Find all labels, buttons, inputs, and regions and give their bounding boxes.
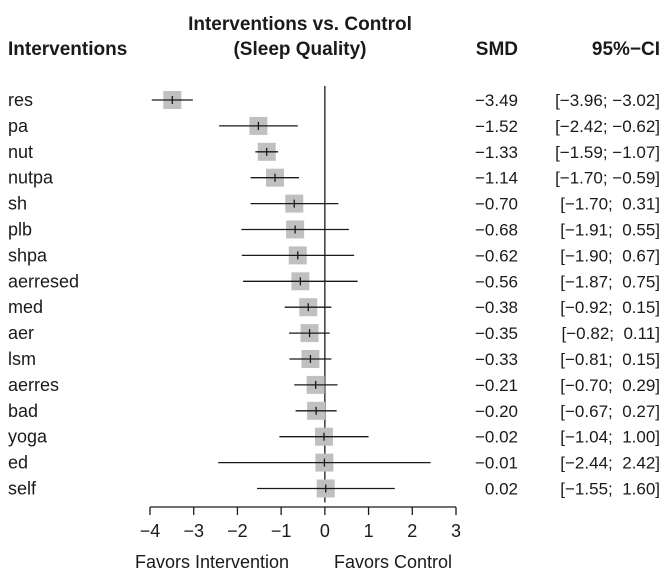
- ci-value: [−1.70; −0.59]: [555, 169, 660, 188]
- ci-value: [−2.44; 2.42]: [560, 454, 660, 473]
- ci-value: [−2.42; −0.62]: [555, 117, 660, 136]
- ci-value: [−0.67; 0.27]: [560, 402, 660, 421]
- forest-row: med −0.38 [−0.92; 0.15]: [8, 297, 660, 317]
- ci-value: [−1.87; 0.75]: [560, 272, 660, 291]
- ci-value: [−1.55; 1.60]: [560, 480, 660, 499]
- row-label: plb: [8, 220, 32, 240]
- forest-row: bad −0.20 [−0.67; 0.27]: [8, 401, 660, 421]
- forest-row: res −3.49 [−3.96; −3.02]: [8, 90, 660, 110]
- ci-value: [−1.04; 1.00]: [560, 428, 660, 447]
- forest-row: lsm −0.33 [−0.81; 0.15]: [8, 349, 660, 369]
- smd-value: −3.49: [475, 91, 518, 110]
- row-label: nutpa: [8, 168, 54, 188]
- smd-value: −0.20: [475, 402, 518, 421]
- row-label: ed: [8, 453, 28, 473]
- x-tick-label: −1: [271, 521, 292, 541]
- forest-row: pa −1.52 [−2.42; −0.62]: [8, 116, 660, 136]
- x-tick-label: 0: [320, 521, 330, 541]
- smd-value: −0.21: [475, 376, 518, 395]
- chart-title-line2: (Sleep Quality): [233, 39, 366, 60]
- row-label: res: [8, 90, 33, 110]
- smd-value: −0.56: [475, 272, 518, 291]
- smd-value: −1.33: [475, 143, 518, 162]
- header-smd: SMD: [476, 39, 518, 60]
- ci-value: [−0.92; 0.15]: [560, 298, 660, 317]
- row-label: aerres: [8, 375, 59, 395]
- row-label: sh: [8, 194, 27, 214]
- row-label: shpa: [8, 245, 48, 265]
- row-label: self: [8, 479, 37, 499]
- ci-value: [−1.59; −1.07]: [555, 143, 660, 162]
- forest-row: sh −0.70 [−1.70; 0.31]: [8, 194, 660, 214]
- forest-row: self 0.02 [−1.55; 1.60]: [8, 479, 660, 499]
- row-label: nut: [8, 142, 33, 162]
- x-tick-label: 3: [451, 521, 461, 541]
- x-tick-label: 2: [407, 521, 417, 541]
- header-ci: 95%−CI: [592, 39, 660, 60]
- ci-value: [−0.82; 0.11]: [562, 324, 660, 343]
- ci-value: [−1.91; 0.55]: [560, 221, 660, 240]
- smd-value: −0.01: [475, 454, 518, 473]
- forest-row: nut −1.33 [−1.59; −1.07]: [8, 142, 660, 162]
- smd-value: −0.38: [475, 298, 518, 317]
- smd-value: −0.33: [475, 350, 518, 369]
- ci-value: [−0.81; 0.15]: [560, 350, 660, 369]
- row-label: pa: [8, 116, 29, 136]
- row-label: bad: [8, 401, 38, 421]
- smd-value: −0.68: [475, 221, 518, 240]
- smd-value: −0.02: [475, 428, 518, 447]
- ci-value: [−0.70; 0.29]: [560, 376, 660, 395]
- row-label: yoga: [8, 427, 48, 447]
- smd-value: 0.02: [485, 480, 518, 499]
- smd-value: −1.52: [475, 117, 518, 136]
- row-label: aer: [8, 323, 34, 343]
- xlabel-favors-control: Favors Control: [334, 552, 452, 572]
- forest-row: aer −0.35 [−0.82; 0.11]: [8, 323, 660, 343]
- ci-value: [−3.96; −3.02]: [555, 91, 660, 110]
- forest-row: ed −0.01 [−2.44; 2.42]: [8, 453, 660, 473]
- ci-value: [−1.70; 0.31]: [560, 195, 660, 214]
- chart-title-line1: Interventions vs. Control: [188, 14, 412, 35]
- forest-row: nutpa −1.14 [−1.70; −0.59]: [8, 168, 660, 188]
- x-tick-label: −4: [140, 521, 161, 541]
- smd-value: −0.35: [475, 324, 518, 343]
- smd-value: −0.62: [475, 246, 518, 265]
- ci-value: [−1.90; 0.67]: [560, 246, 660, 265]
- smd-value: −1.14: [475, 169, 518, 188]
- x-tick-label: 1: [364, 521, 374, 541]
- forest-row: shpa −0.62 [−1.90; 0.67]: [8, 245, 660, 265]
- x-axis: −4 −3 −2 −1 0 1 2 3: [140, 506, 461, 541]
- header-interventions: Interventions: [8, 39, 127, 60]
- row-label: med: [8, 297, 43, 317]
- row-label: aerresed: [8, 271, 79, 291]
- x-tick-label: −2: [227, 521, 248, 541]
- x-tick-label: −3: [183, 521, 204, 541]
- forest-row: plb −0.68 [−1.91; 0.55]: [8, 220, 660, 240]
- forest-row: aerres −0.21 [−0.70; 0.29]: [8, 375, 660, 395]
- rows-layer: res −3.49 [−3.96; −3.02] pa −1.52 [−2.42; −0.…: [8, 86, 660, 503]
- xlabel-favors-intervention: Favors Intervention: [135, 552, 289, 572]
- forest-row: aerresed −0.56 [−1.87; 0.75]: [8, 271, 660, 291]
- smd-value: −0.70: [475, 195, 518, 214]
- row-label: lsm: [8, 349, 36, 369]
- forest-row: yoga −0.02 [−1.04; 1.00]: [8, 427, 660, 447]
